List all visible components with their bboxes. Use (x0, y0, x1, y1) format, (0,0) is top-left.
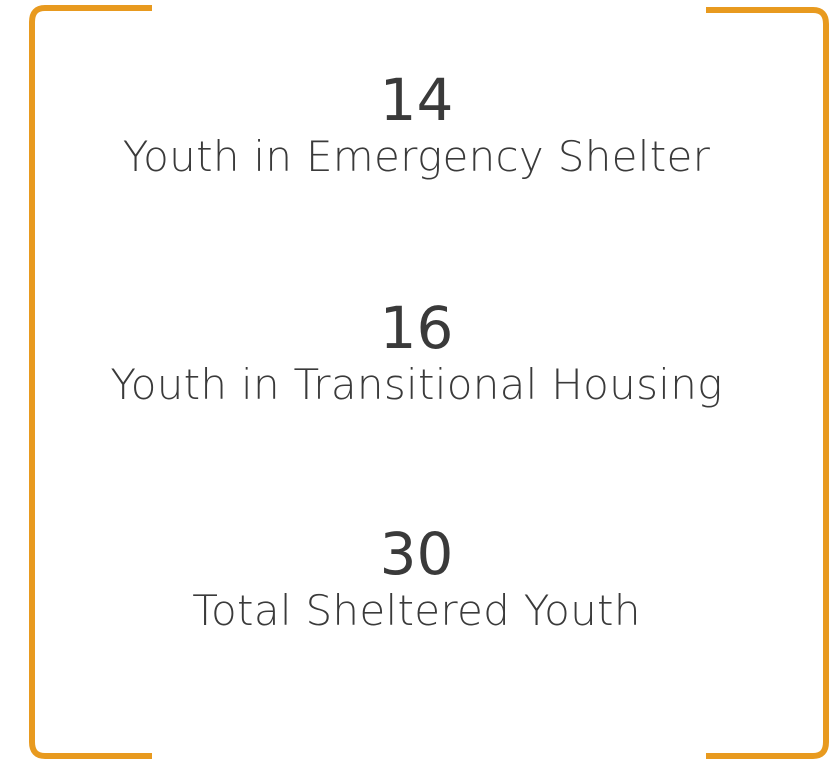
stat-label: Total Sheltered Youth (192, 586, 641, 635)
stat-label: Youth in Transitional Housing (110, 360, 723, 409)
stat: 14 Youth in Emergency Shelter (0, 68, 833, 182)
stat-value: 30 (379, 520, 454, 588)
right-bracket (706, 7, 829, 759)
stat-label: Youth in Emergency Shelter (122, 132, 711, 181)
stat-value: 16 (379, 294, 454, 362)
stat: 16 Youth in Transitional Housing (0, 296, 833, 410)
left-bracket (29, 5, 152, 759)
stat: 30 Total Sheltered Youth (0, 522, 833, 636)
stat-value: 14 (379, 66, 454, 134)
